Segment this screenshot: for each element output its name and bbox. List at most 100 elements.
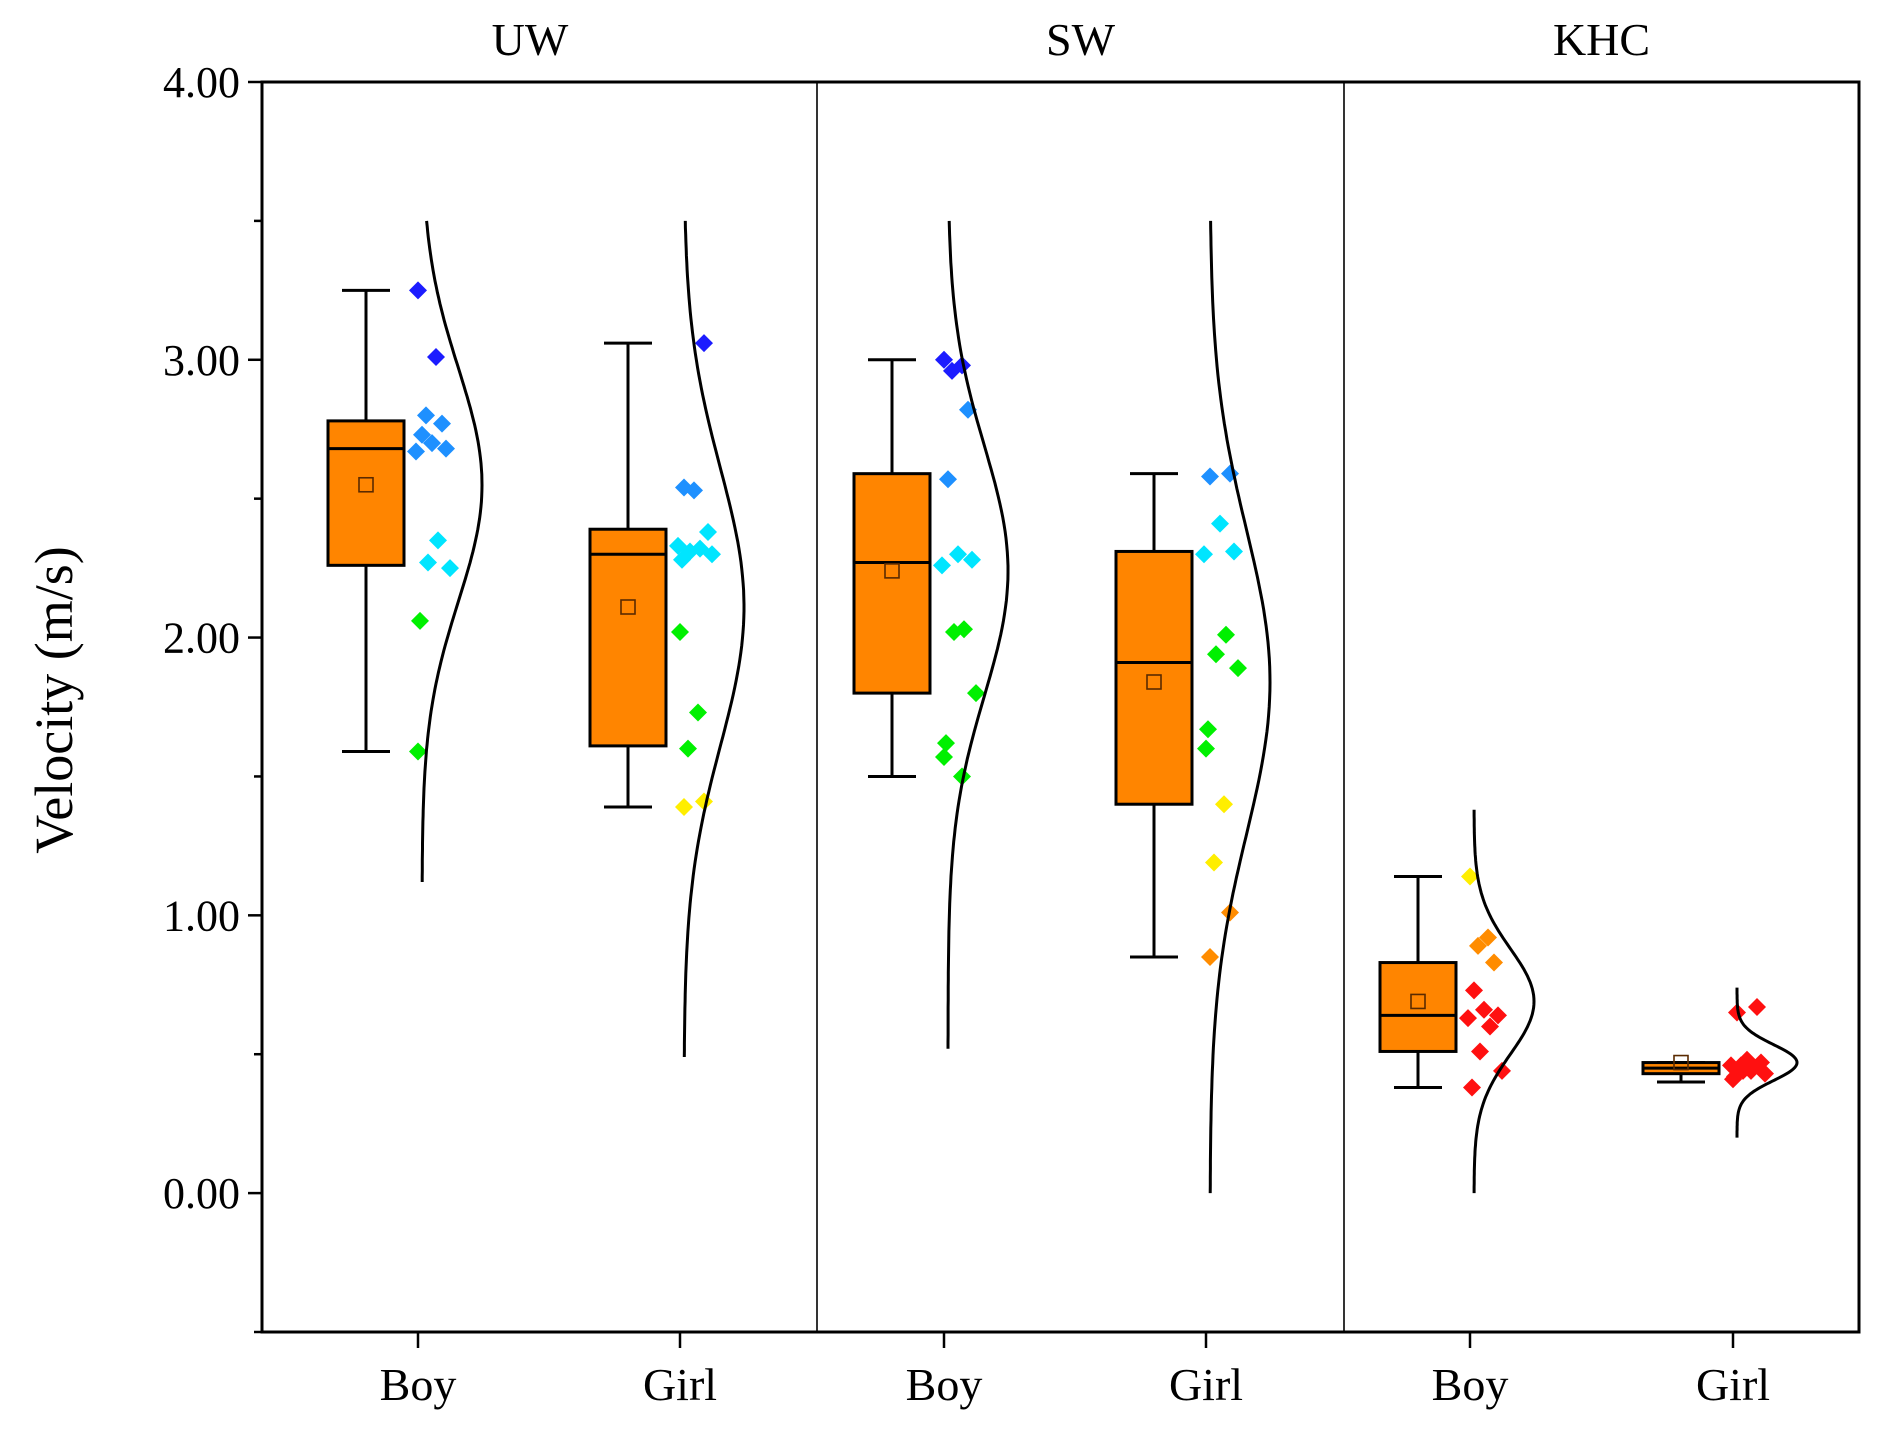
data-point [695, 334, 713, 353]
data-point [1475, 1000, 1493, 1019]
plot-area: 0.00 1.00 2.00 3.00 4.00 UW Boy Girl SW Boy Girl KH… [163, 14, 1861, 1410]
y-axis-title: Velocity (m/s) [24, 546, 84, 853]
data-point [703, 545, 721, 564]
data-point [685, 481, 703, 500]
y-tick-label: 2.00 [163, 614, 240, 663]
data-point [1211, 514, 1229, 533]
data-point [427, 348, 445, 366]
data-point [1197, 739, 1215, 758]
box-group-sw-girl: Girl [1114, 220, 1272, 1410]
data-point [1724, 1070, 1742, 1089]
data-point [953, 767, 971, 786]
data-point [945, 623, 963, 641]
box-iqr [852, 472, 932, 695]
mean-marker [1673, 1054, 1689, 1071]
data-point [699, 523, 717, 541]
panel-title: UW [492, 14, 569, 65]
distribution-curve [1472, 809, 1536, 1194]
data-point [1469, 936, 1487, 955]
data-point [1217, 625, 1235, 644]
data-point [1463, 1078, 1481, 1097]
data-point [417, 406, 435, 425]
y-tick-label: 1.00 [163, 891, 240, 940]
box-group-khc-girl: Girl [1641, 987, 1799, 1410]
data-point [679, 739, 697, 758]
data-point [429, 531, 447, 550]
data-point [935, 350, 953, 369]
data-point [943, 361, 961, 380]
distribution-curve [1735, 987, 1799, 1138]
data-point [1748, 998, 1766, 1016]
data-point [1205, 853, 1223, 872]
box-iqr [1378, 961, 1458, 1053]
data-point [409, 742, 427, 761]
y-tick-label: 3.00 [163, 336, 240, 385]
data-point [1461, 867, 1479, 886]
data-point [1481, 1017, 1499, 1036]
data-point [933, 556, 951, 575]
distribution-curve [682, 220, 746, 1058]
data-point [441, 559, 459, 578]
data-point [937, 734, 955, 753]
data-point [675, 798, 693, 816]
data-point [1225, 542, 1243, 561]
data-point [1465, 981, 1483, 1000]
data-point [1199, 720, 1217, 739]
data-point [1459, 1009, 1477, 1028]
x-category-label: Boy [906, 1359, 983, 1410]
data-point [1229, 659, 1247, 678]
data-point [949, 545, 967, 564]
data-point [433, 414, 451, 433]
data-point [411, 611, 429, 630]
y-tick-label: 0.00 [163, 1169, 240, 1218]
plot-frame [260, 80, 1861, 1334]
mean-marker [884, 563, 900, 579]
data-point [1215, 795, 1233, 814]
box-iqr [1114, 549, 1194, 806]
mean-marker [1146, 674, 1162, 690]
data-point [1201, 948, 1219, 966]
data-point [967, 684, 985, 703]
data-point [939, 470, 957, 489]
data-point [423, 434, 441, 453]
data-point [1489, 1006, 1507, 1025]
box-iqr [326, 419, 406, 567]
y-tick-label: 4.00 [163, 58, 240, 107]
panel-title: SW [1046, 14, 1116, 65]
data-point [1201, 467, 1219, 486]
distribution-curve [1208, 220, 1272, 1194]
data-point [413, 425, 431, 444]
data-point [409, 281, 427, 300]
data-point [1479, 928, 1497, 947]
data-point [963, 550, 981, 569]
box-group-sw-boy: Boy [852, 220, 1010, 1410]
data-point [935, 748, 953, 766]
data-point [671, 623, 689, 641]
data-point [419, 553, 437, 572]
box-group-uw-boy: Boy [326, 220, 484, 1410]
box-iqr [588, 527, 668, 748]
distribution-curve [946, 220, 1010, 1049]
distribution-curve [420, 220, 484, 882]
x-category-label: Girl [1169, 1359, 1243, 1410]
data-point [1471, 1042, 1489, 1061]
data-point [407, 442, 425, 461]
panel-title: KHC [1553, 14, 1650, 65]
x-category-label: Boy [380, 1359, 457, 1410]
box-group-khc-boy: Boy [1378, 809, 1536, 1410]
data-point [1732, 1056, 1750, 1075]
mean-marker [358, 476, 374, 493]
data-point [1485, 953, 1503, 972]
data-point [1756, 1064, 1774, 1083]
x-category-label: Boy [1432, 1359, 1509, 1410]
mean-marker [620, 599, 636, 615]
data-point [1207, 645, 1225, 664]
data-point [689, 703, 707, 722]
x-category-label: Girl [643, 1359, 717, 1410]
data-point [673, 550, 691, 569]
data-point [437, 439, 455, 458]
data-point [1195, 545, 1213, 564]
x-category-label: Girl [1696, 1359, 1770, 1410]
box-group-uw-girl: Girl [588, 220, 746, 1410]
